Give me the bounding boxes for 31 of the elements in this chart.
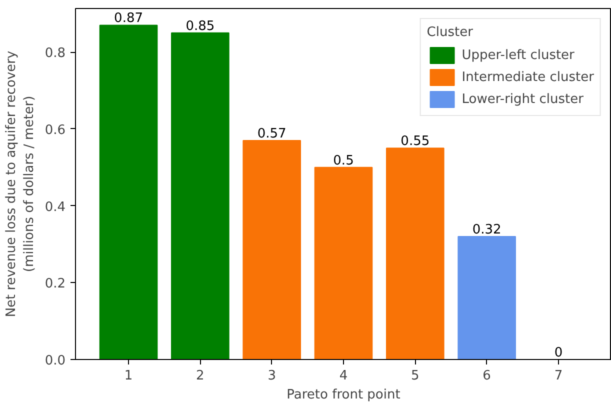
bar — [242, 140, 302, 360]
y-axis-title: Net revenue loss due to aquifer recovery (millions of dollars / meter) — [4, 50, 37, 318]
data-label: 0.55 — [400, 134, 430, 150]
bar — [386, 148, 444, 360]
legend-label: Upper-left cluster — [462, 48, 574, 62]
bar — [458, 236, 516, 360]
bar — [99, 24, 158, 360]
data-label: 0.87 — [114, 11, 144, 26]
legend-label: Intermediate cluster — [462, 70, 594, 84]
data-label: 0 — [554, 346, 563, 360]
data-label: 0.5 — [333, 153, 354, 168]
y-tick-label: 0.6 — [44, 122, 66, 138]
x-tick-label: 3 — [268, 368, 276, 384]
x-axis-title: Pareto front point — [286, 388, 400, 402]
bar — [314, 166, 373, 360]
x-tick-label: 2 — [196, 368, 204, 384]
y-tick-label: 0.4 — [44, 200, 66, 215]
y-tick-label: 0.8 — [44, 46, 66, 62]
data-label: 0.85 — [186, 18, 215, 34]
legend-label: Lower-right cluster — [462, 92, 584, 106]
x-tick-label: 1 — [124, 368, 133, 384]
y-tick-label: 0.0 — [44, 354, 66, 368]
x-tick-label: 7 — [554, 368, 563, 384]
x-tick-label: 5 — [411, 368, 420, 384]
x-tick-label: 6 — [482, 368, 491, 384]
data-label: 0.57 — [257, 126, 286, 142]
y-tick-label: 0.2 — [44, 276, 66, 292]
data-label: 0.32 — [472, 222, 502, 238]
bar — [171, 32, 230, 360]
x-tick-label: 4 — [339, 368, 348, 384]
legend-title: Cluster — [426, 25, 474, 40]
